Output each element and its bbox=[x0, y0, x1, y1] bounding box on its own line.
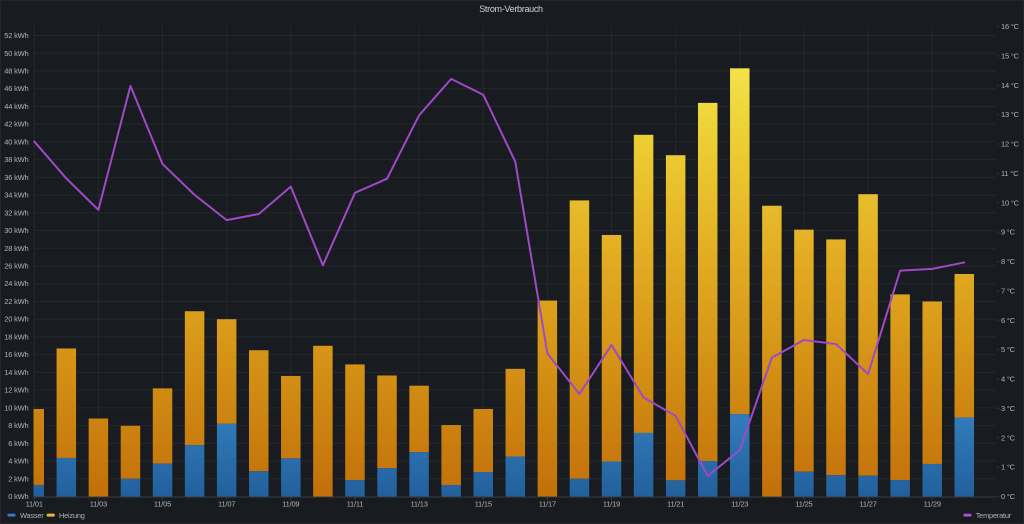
svg-text:13 °C: 13 °C bbox=[1001, 110, 1020, 119]
svg-text:11/17: 11/17 bbox=[539, 500, 556, 509]
svg-text:11/29: 11/29 bbox=[924, 500, 941, 509]
svg-text:9 °C: 9 °C bbox=[1001, 228, 1016, 237]
svg-text:11/09: 11/09 bbox=[282, 500, 299, 509]
svg-text:0 kWh: 0 kWh bbox=[8, 492, 28, 501]
svg-text:36 kWh: 36 kWh bbox=[4, 173, 28, 182]
svg-text:8 °C: 8 °C bbox=[1001, 257, 1016, 266]
svg-text:4 °C: 4 °C bbox=[1001, 375, 1016, 384]
svg-text:2 °C: 2 °C bbox=[1001, 433, 1016, 442]
svg-text:10 °C: 10 °C bbox=[1001, 198, 1020, 207]
svg-text:11/25: 11/25 bbox=[795, 500, 812, 509]
svg-text:1 °C: 1 °C bbox=[1001, 463, 1016, 472]
svg-text:20 kWh: 20 kWh bbox=[4, 315, 28, 324]
svg-text:11/07: 11/07 bbox=[218, 500, 235, 509]
svg-text:14 °C: 14 °C bbox=[1001, 81, 1020, 90]
svg-text:34 kWh: 34 kWh bbox=[4, 191, 28, 200]
svg-text:6 °C: 6 °C bbox=[1001, 316, 1016, 325]
svg-text:50 kWh: 50 kWh bbox=[4, 49, 28, 58]
svg-text:2 kWh: 2 kWh bbox=[8, 474, 28, 483]
svg-text:11/03: 11/03 bbox=[90, 500, 107, 509]
svg-text:11/23: 11/23 bbox=[731, 500, 748, 509]
svg-text:24 kWh: 24 kWh bbox=[4, 279, 28, 288]
svg-text:44 kWh: 44 kWh bbox=[4, 102, 28, 111]
svg-text:40 kWh: 40 kWh bbox=[4, 137, 28, 146]
svg-text:15 °C: 15 °C bbox=[1001, 51, 1020, 60]
svg-text:12 kWh: 12 kWh bbox=[4, 386, 28, 395]
svg-text:11/11: 11/11 bbox=[347, 500, 364, 509]
svg-text:42 kWh: 42 kWh bbox=[4, 120, 28, 129]
svg-text:46 kWh: 46 kWh bbox=[4, 84, 28, 93]
svg-text:11/19: 11/19 bbox=[603, 500, 620, 509]
svg-text:48 kWh: 48 kWh bbox=[4, 66, 28, 75]
svg-text:11/13: 11/13 bbox=[410, 500, 427, 509]
svg-text:18 kWh: 18 kWh bbox=[4, 332, 28, 341]
svg-text:11/27: 11/27 bbox=[859, 500, 876, 509]
svg-text:12 °C: 12 °C bbox=[1001, 140, 1020, 149]
svg-text:26 kWh: 26 kWh bbox=[4, 262, 28, 271]
svg-text:22 kWh: 22 kWh bbox=[4, 297, 28, 306]
svg-text:52 kWh: 52 kWh bbox=[4, 31, 28, 40]
svg-text:28 kWh: 28 kWh bbox=[4, 244, 28, 253]
svg-text:11/21: 11/21 bbox=[667, 500, 684, 509]
svg-text:0 °C: 0 °C bbox=[1001, 492, 1016, 501]
svg-text:Wasser: Wasser bbox=[20, 511, 44, 520]
svg-text:11/01: 11/01 bbox=[26, 500, 43, 509]
svg-text:16 kWh: 16 kWh bbox=[4, 350, 28, 359]
svg-text:16 °C: 16 °C bbox=[1001, 22, 1020, 31]
svg-text:11 °C: 11 °C bbox=[1001, 169, 1019, 178]
svg-text:7 °C: 7 °C bbox=[1001, 286, 1016, 295]
svg-text:11/05: 11/05 bbox=[154, 500, 171, 509]
svg-text:5 °C: 5 °C bbox=[1001, 345, 1016, 354]
svg-text:32 kWh: 32 kWh bbox=[4, 208, 28, 217]
svg-text:6 kWh: 6 kWh bbox=[8, 439, 28, 448]
svg-text:Strom-Verbrauch: Strom-Verbrauch bbox=[479, 4, 543, 14]
svg-text:38 kWh: 38 kWh bbox=[4, 155, 28, 164]
svg-text:30 kWh: 30 kWh bbox=[4, 226, 28, 235]
svg-text:14 kWh: 14 kWh bbox=[4, 368, 28, 377]
svg-text:3 °C: 3 °C bbox=[1001, 404, 1016, 413]
svg-text:4 kWh: 4 kWh bbox=[8, 457, 28, 466]
svg-text:Temperatur: Temperatur bbox=[976, 511, 1012, 520]
svg-text:8 kWh: 8 kWh bbox=[8, 421, 28, 430]
svg-text:10 kWh: 10 kWh bbox=[4, 403, 28, 412]
svg-text:11/15: 11/15 bbox=[475, 500, 492, 509]
svg-text:Heizung: Heizung bbox=[59, 511, 85, 520]
